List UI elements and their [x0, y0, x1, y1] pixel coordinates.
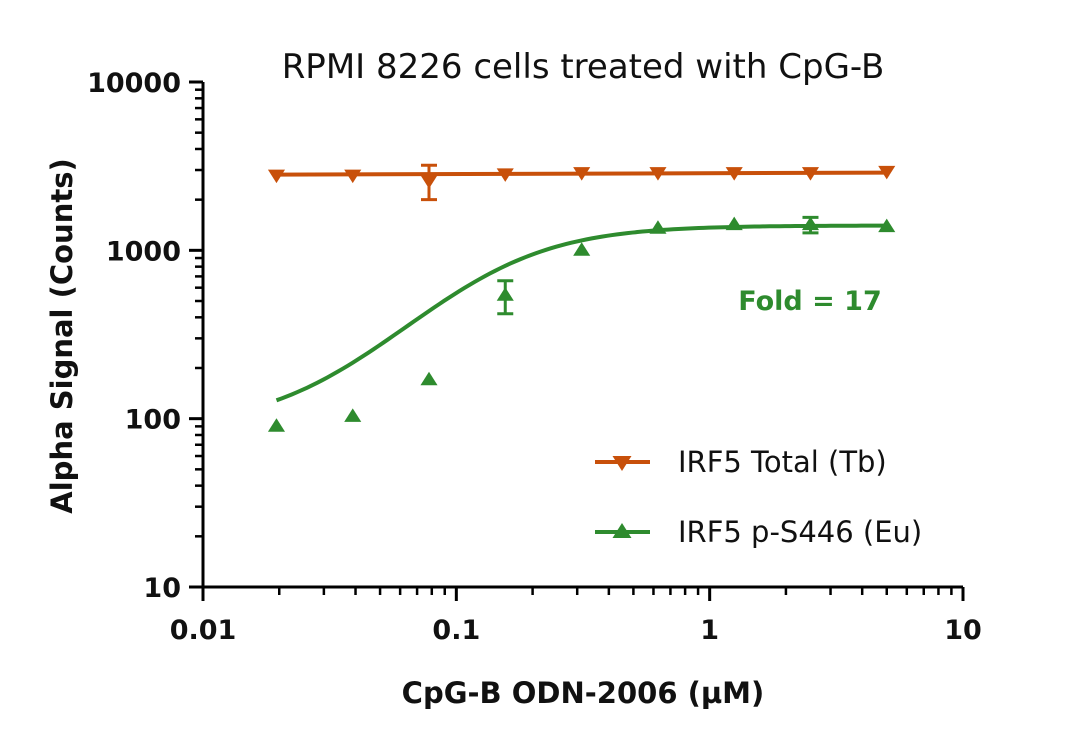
- data-point: [420, 371, 438, 386]
- y-tick-label: 1000: [106, 236, 181, 267]
- data-point: [878, 218, 896, 233]
- legend-label: IRF5 Total (Tb): [678, 445, 887, 479]
- data-point: [420, 175, 438, 189]
- data-point: [496, 287, 514, 301]
- axes: 0.01 0.1 1 10 10 100 1000 10000: [87, 68, 982, 646]
- x-tick-label: 1: [700, 615, 719, 646]
- legend: IRF5 Total (Tb) IRF5 p-S446 (Eu): [595, 445, 922, 549]
- legend-marker: [612, 523, 632, 538]
- y-tick-label: 10: [143, 573, 181, 604]
- data-point: [573, 242, 591, 256]
- data-point: [267, 418, 286, 432]
- fit-curve: [275, 223, 887, 403]
- chart-title: RPMI 8226 cells treated with CpG-B: [282, 47, 885, 87]
- legend-label: IRF5 p-S446 (Eu): [678, 515, 922, 549]
- data-point: [801, 216, 820, 231]
- data-point: [801, 167, 820, 181]
- data-point: [496, 168, 514, 182]
- x-tick-label: 0.01: [170, 615, 237, 646]
- data-point: [267, 169, 286, 184]
- data-point: [573, 167, 591, 181]
- fold-annotation: Fold = 17: [738, 286, 881, 317]
- x-tick-label: 0.1: [432, 615, 480, 646]
- x-tick-label: 10: [944, 615, 982, 646]
- x-axis-label: CpG-B ODN-2006 (µM): [402, 676, 765, 710]
- data-point: [878, 165, 896, 180]
- data-point: [649, 167, 667, 181]
- y-axis-label: Alpha Signal (Counts): [45, 158, 79, 513]
- y-tick-label: 10000: [87, 68, 181, 99]
- data-point: [725, 216, 743, 231]
- data-point: [725, 167, 743, 181]
- data-point: [344, 408, 362, 422]
- data-points: [267, 163, 896, 432]
- legend-marker: [612, 456, 632, 471]
- y-tick-label: 100: [125, 405, 181, 436]
- data-point: [649, 220, 667, 234]
- data-point: [344, 169, 362, 184]
